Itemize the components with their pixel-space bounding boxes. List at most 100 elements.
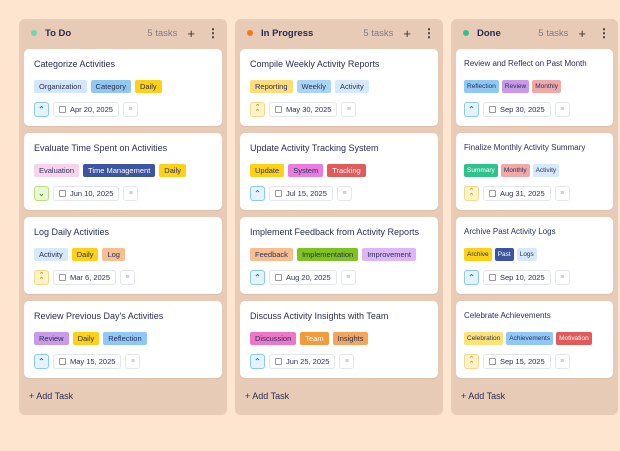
column-in-progress: In Progress 5 tasks + ⋮ Compile Weekly A…: [235, 19, 443, 415]
more-options-icon[interactable]: ⋮: [423, 26, 435, 40]
calendar-icon: [489, 190, 496, 197]
calendar-icon: [59, 274, 66, 281]
tag: Summary: [464, 164, 498, 177]
calendar-icon: [59, 190, 66, 197]
task-card[interactable]: Archive Past Activity Logs Archive Past Lo…: [456, 217, 613, 294]
tag: Tracking: [327, 164, 366, 177]
priority-up-icon[interactable]: ⌃: [464, 102, 479, 117]
priority-dbl-icon[interactable]: ⌃ ⌃: [34, 270, 49, 285]
tag: Logs: [516, 248, 537, 261]
tag: Past: [494, 248, 514, 261]
due-date[interactable]: May 15, 2025: [53, 354, 122, 369]
due-date-text: Sep 15, 2025: [500, 357, 545, 366]
task-card[interactable]: Review and Reflect on Past Month Reflect…: [456, 49, 613, 126]
task-card[interactable]: Celebrate Achievements Celebration Achiev…: [456, 301, 613, 378]
due-date[interactable]: May 30, 2025: [269, 102, 338, 117]
add-task-button[interactable]: + Add Task: [245, 391, 290, 401]
task-card[interactable]: Review Previous Day's Activities Review D…: [24, 301, 222, 378]
priority-up-icon[interactable]: ⌃: [250, 270, 265, 285]
priority-up-icon[interactable]: ⌃: [34, 102, 49, 117]
task-title: Compile Weekly Activity Reports: [250, 59, 380, 69]
priority-up-icon[interactable]: ⌃: [464, 270, 479, 285]
add-icon[interactable]: +: [403, 25, 411, 41]
notes-icon[interactable]: ≡: [120, 270, 136, 285]
more-options-icon[interactable]: ⋮: [598, 26, 610, 40]
task-card[interactable]: Log Daily Activities Activity Daily Log ⌃ ⌃…: [24, 217, 222, 294]
task-count: 5 tasks: [363, 27, 394, 39]
add-task-button[interactable]: + Add Task: [29, 391, 74, 401]
status-dot-icon: [247, 30, 253, 36]
due-date[interactable]: Aug 31, 2025: [483, 186, 551, 201]
calendar-icon: [489, 274, 496, 281]
priority-dbl-icon[interactable]: ⌃ ⌃: [250, 102, 265, 117]
due-date[interactable]: Sep 30, 2025: [483, 102, 551, 117]
tag: Reflection: [103, 332, 147, 345]
due-date[interactable]: Sep 15, 2025: [483, 354, 551, 369]
due-date[interactable]: Apr 20, 2025: [53, 102, 119, 117]
tag: Category: [90, 80, 131, 93]
due-date[interactable]: Mar 6, 2025: [53, 270, 117, 285]
tag: Daily: [72, 332, 100, 345]
due-date[interactable]: Jul 15, 2025: [269, 186, 333, 201]
notes-icon[interactable]: ≡: [125, 354, 141, 369]
tag: Archive: [464, 248, 492, 261]
due-date[interactable]: Aug 20, 2025: [269, 270, 337, 285]
task-card[interactable]: Categorize Activities Organization Catego…: [24, 49, 222, 126]
notes-icon[interactable]: ≡: [341, 102, 357, 117]
task-title: Implement Feedback from Activity Reports: [250, 227, 420, 237]
add-icon[interactable]: +: [578, 25, 586, 41]
notes-icon[interactable]: ≡: [336, 186, 352, 201]
tag: System: [288, 164, 324, 177]
tag-list: Reporting Weekly Activity: [250, 80, 428, 93]
column-to-do: To Do 5 tasks + ⋮ Categorize Activities …: [19, 19, 227, 415]
tag-list: Discussion Team Insights: [250, 332, 428, 345]
column-title: In Progress: [261, 27, 314, 39]
task-card[interactable]: Discuss Activity Insights with Team Disc…: [240, 301, 438, 378]
priority-up-icon[interactable]: ⌃: [34, 354, 49, 369]
tag: Insights: [332, 332, 369, 345]
task-card[interactable]: Update Activity Tracking System Update Sy…: [240, 133, 438, 210]
notes-icon[interactable]: ≡: [123, 186, 139, 201]
notes-icon[interactable]: ≡: [122, 102, 138, 117]
tag-list: Feedback Implementation Improvement: [250, 248, 428, 261]
due-date[interactable]: Jun 25, 2025: [269, 354, 336, 369]
calendar-icon: [275, 106, 282, 113]
tag-list: Update System Tracking: [250, 164, 428, 177]
notes-icon[interactable]: ≡: [554, 354, 570, 369]
due-date[interactable]: Jun 10, 2025: [53, 186, 120, 201]
notes-icon[interactable]: ≡: [340, 270, 356, 285]
tag-list: Activity Daily Log: [34, 248, 212, 261]
priority-up-icon[interactable]: ⌃: [250, 354, 265, 369]
card-list[interactable]: Categorize Activities Organization Catego…: [24, 49, 222, 385]
task-title: Discuss Activity Insights with Team: [250, 311, 389, 321]
priority-down-icon[interactable]: ⌄: [34, 186, 49, 201]
add-icon[interactable]: +: [187, 25, 195, 41]
more-options-icon[interactable]: ⋮: [207, 26, 219, 40]
tag: Achievements: [506, 332, 554, 345]
due-date[interactable]: Sep 10, 2025: [483, 270, 551, 285]
tag: Time Management: [83, 164, 156, 177]
column-header: In Progress 5 tasks + ⋮: [235, 19, 443, 47]
tag: Activity: [334, 80, 369, 93]
tag: Activity: [34, 248, 68, 261]
due-date-text: Apr 20, 2025: [70, 105, 113, 114]
task-card[interactable]: Compile Weekly Activity Reports Reportin…: [240, 49, 438, 126]
task-title: Categorize Activities: [34, 59, 116, 69]
card-list[interactable]: Compile Weekly Activity Reports Reportin…: [240, 49, 438, 385]
notes-icon[interactable]: ≡: [554, 186, 570, 201]
due-date-text: Jun 25, 2025: [286, 357, 330, 366]
notes-icon[interactable]: ≡: [554, 270, 570, 285]
calendar-icon: [489, 106, 496, 113]
priority-up-icon[interactable]: ⌃: [250, 186, 265, 201]
task-card[interactable]: Evaluate Time Spent on Activities Evalua…: [24, 133, 222, 210]
notes-icon[interactable]: ≡: [339, 354, 355, 369]
add-task-button[interactable]: + Add Task: [461, 391, 506, 401]
calendar-icon: [59, 106, 66, 113]
tag: Motivation: [556, 332, 592, 345]
priority-dbl-icon[interactable]: ⌃ ⌃: [464, 186, 479, 201]
notes-icon[interactable]: ≡: [554, 102, 570, 117]
task-card[interactable]: Finalize Monthly Activity Summary Summar…: [456, 133, 613, 210]
priority-dbl-icon[interactable]: ⌃ ⌃: [464, 354, 479, 369]
task-card[interactable]: Implement Feedback from Activity Reports…: [240, 217, 438, 294]
card-list[interactable]: Review and Reflect on Past Month Reflect…: [456, 49, 613, 385]
